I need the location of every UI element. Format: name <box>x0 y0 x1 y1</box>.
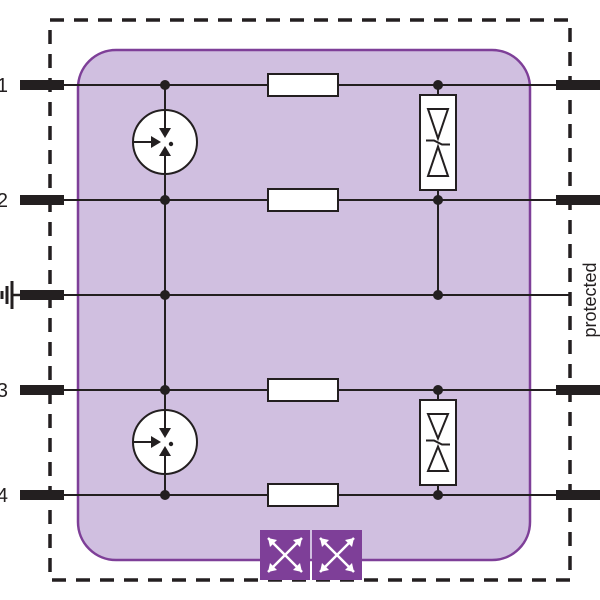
junction-node <box>160 195 170 205</box>
resistor <box>268 74 338 96</box>
junction-node <box>160 490 170 500</box>
junction-node <box>160 385 170 395</box>
resistor <box>268 484 338 506</box>
protected-label: protected <box>580 262 600 337</box>
terminal-label-left: 2 <box>0 190 8 212</box>
terminal-left <box>20 385 64 395</box>
swap-icon <box>312 530 362 580</box>
swap-icon <box>260 530 310 580</box>
resistor <box>268 379 338 401</box>
terminal-right <box>556 195 600 205</box>
tvs-diode <box>420 390 456 495</box>
junction-node <box>433 80 443 90</box>
junction-node <box>160 290 170 300</box>
terminal-right <box>556 80 600 90</box>
terminal-right <box>556 490 600 500</box>
resistor <box>268 189 338 211</box>
terminal-label-left: 1 <box>0 75 8 97</box>
terminal-left <box>20 290 64 300</box>
terminal-right <box>556 385 600 395</box>
junction-node <box>433 490 443 500</box>
terminal-label-left: 4 <box>0 485 8 507</box>
junction-node <box>160 80 170 90</box>
junction-node <box>433 290 443 300</box>
terminal-left <box>20 490 64 500</box>
junction-node <box>433 195 443 205</box>
junction-node <box>433 385 443 395</box>
terminal-left <box>20 80 64 90</box>
tvs-diode <box>420 85 456 200</box>
terminal-left <box>20 195 64 205</box>
terminal-label-left: 3 <box>0 380 8 402</box>
